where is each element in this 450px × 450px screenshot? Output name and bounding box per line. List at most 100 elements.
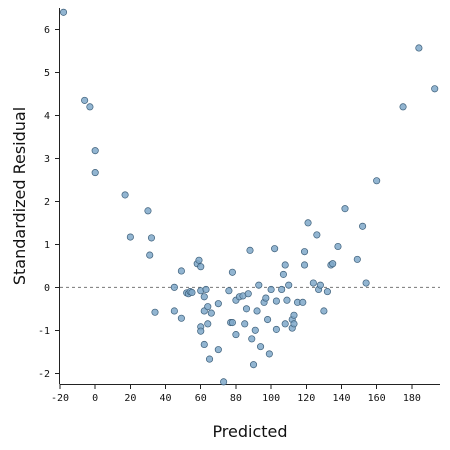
x-tick-label: 0 <box>92 393 98 404</box>
scatter-point <box>241 320 249 328</box>
scatter-point <box>204 303 212 311</box>
scatter-point <box>257 343 265 351</box>
scatter-point <box>267 285 275 294</box>
scatter-point <box>281 261 289 269</box>
scatter-point <box>188 288 196 297</box>
x-tick-label: 40 <box>160 393 172 404</box>
scatter-point <box>205 355 214 363</box>
scatter-point <box>272 297 280 305</box>
scatter-point <box>228 268 236 276</box>
scatter-point <box>248 335 256 343</box>
x-tick-label: 160 <box>368 393 386 404</box>
scatter-point <box>214 346 222 354</box>
x-tick-label: 120 <box>297 393 315 404</box>
scatter-point <box>121 191 129 199</box>
scatter-point <box>228 319 236 327</box>
data-points <box>59 8 439 386</box>
scatter-point <box>246 246 254 254</box>
y-tick-label: 3 <box>44 154 50 165</box>
scatter-point <box>255 281 263 289</box>
scatter-point <box>244 290 252 298</box>
x-axis-title: Predicted <box>212 422 287 441</box>
scatter-point <box>290 320 298 328</box>
scatter-point <box>200 293 208 301</box>
scatter-point <box>146 251 154 259</box>
scatter-point <box>300 248 309 256</box>
scatter-point <box>225 287 233 295</box>
scatter-point <box>151 308 159 316</box>
scatter-point <box>197 263 205 271</box>
y-tick-label: -1 <box>38 326 50 337</box>
scatter-point <box>300 261 309 269</box>
scatter-point <box>359 222 367 230</box>
scatter-point <box>91 169 99 177</box>
scatter-point <box>316 281 324 289</box>
x-tick-label: 80 <box>230 393 242 404</box>
x-tick-label: 100 <box>262 393 280 404</box>
scatter-point <box>147 234 156 242</box>
scatter-point <box>197 327 205 335</box>
scatter-point <box>91 147 99 155</box>
y-tick-label: 4 <box>44 111 50 122</box>
scatter-point <box>242 305 251 313</box>
x-tick-label: 60 <box>195 393 207 404</box>
y-tick-label: 5 <box>44 68 50 79</box>
scatter-point <box>126 233 134 241</box>
y-tick-label: -2 <box>38 369 50 380</box>
scatter-point <box>170 283 178 291</box>
scatter-point <box>304 219 312 227</box>
scatter-point <box>251 326 259 334</box>
scatter-point <box>177 267 185 275</box>
y-tick-label: 1 <box>44 240 50 251</box>
scatter-point <box>373 177 381 185</box>
scatter-point <box>431 85 439 93</box>
scatter-point <box>200 340 208 349</box>
scatter-point <box>262 294 270 302</box>
x-tick-label: 180 <box>403 393 421 404</box>
scatter-point <box>271 245 279 253</box>
scatter-point <box>272 325 280 333</box>
scatter-point <box>281 320 289 328</box>
scatter-point <box>232 331 240 339</box>
scatter-point <box>283 296 291 304</box>
scatter-point <box>299 298 307 306</box>
x-tick-label: -20 <box>51 393 69 404</box>
y-axis-title: Standardized Residual <box>10 107 29 285</box>
scatter-point <box>207 309 215 317</box>
scatter-point <box>264 315 272 324</box>
scatter-point <box>290 311 298 319</box>
scatter-point <box>285 281 293 289</box>
scatter-point <box>362 279 370 287</box>
scatter-point <box>309 279 317 287</box>
scatter-point <box>334 242 342 251</box>
scatter-point <box>144 207 152 215</box>
scatter-point <box>323 288 331 296</box>
scatter-point <box>177 314 185 322</box>
scatter-point <box>204 320 212 328</box>
y-tick-label: 6 <box>44 25 50 36</box>
y-tick-label: 2 <box>44 197 50 208</box>
scatter-point <box>253 307 261 315</box>
scatter-point <box>320 307 328 315</box>
y-tick-label: 0 <box>44 283 50 294</box>
x-tick-label: 20 <box>124 393 136 404</box>
scatter-point <box>195 256 203 264</box>
scatter-point <box>214 300 222 308</box>
scatter-point <box>329 260 337 268</box>
scatter-point <box>278 285 286 294</box>
scatter-point <box>279 270 287 278</box>
scatter-point <box>399 103 407 111</box>
y-axis-ticks: -2 -1 0 1 2 3 4 5 6 <box>38 25 60 380</box>
scatter-point <box>59 8 68 16</box>
scatter-point <box>341 205 349 213</box>
scatter-point <box>313 231 321 239</box>
scatter-point <box>220 378 228 386</box>
scatter-point <box>81 96 89 104</box>
scatter-point <box>202 285 210 294</box>
scatter-point <box>353 255 361 263</box>
scatter-point <box>415 44 423 52</box>
x-tick-label: 140 <box>332 393 350 404</box>
scatter-point <box>265 350 273 358</box>
scatter-point <box>170 307 178 315</box>
